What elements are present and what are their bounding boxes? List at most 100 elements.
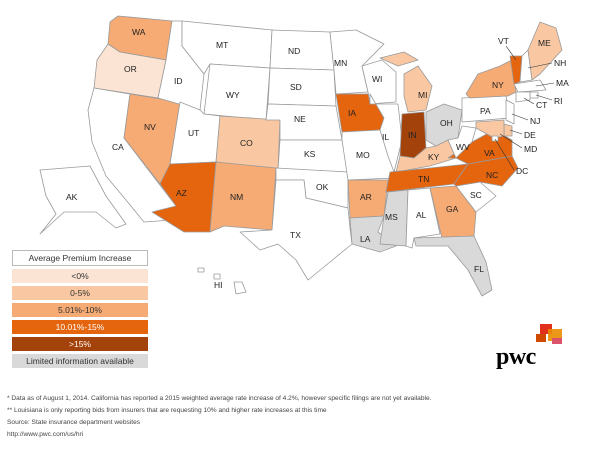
legend-title: Average Premium Increase xyxy=(12,250,148,266)
state-MI[interactable] xyxy=(379,51,433,113)
state-ND[interactable] xyxy=(269,29,335,71)
label-WA: WA xyxy=(132,27,146,37)
label-NY: NY xyxy=(492,80,504,90)
state-MS[interactable] xyxy=(379,189,409,247)
label-OR: OR xyxy=(124,64,137,74)
logo-square-1 xyxy=(540,324,552,334)
label-TN: TN xyxy=(418,174,429,184)
label-ID: ID xyxy=(174,76,183,86)
label-IL: IL xyxy=(382,132,389,142)
logo-wordmark: pwc xyxy=(496,344,536,370)
footnote-1: * Data as of August 1, 2014. California … xyxy=(7,395,432,402)
state-labels: WA OR CA NV ID MT WY UT AZ CO NM ND SD N… xyxy=(66,27,569,290)
label-TX: TX xyxy=(290,230,301,240)
label-SC: SC xyxy=(470,190,482,200)
label-OH: OH xyxy=(440,118,453,128)
label-NH: NH xyxy=(554,58,566,68)
state-NJ[interactable] xyxy=(505,99,515,125)
label-MT: MT xyxy=(216,40,228,50)
label-SD: SD xyxy=(290,82,302,92)
state-ME[interactable] xyxy=(527,21,563,81)
state-GA[interactable] xyxy=(429,185,477,239)
label-AL: AL xyxy=(416,210,427,220)
label-CA: CA xyxy=(112,142,124,152)
label-OK: OK xyxy=(316,182,329,192)
label-GA: GA xyxy=(446,204,459,214)
label-LA: LA xyxy=(360,234,371,244)
callout-line-VT xyxy=(505,45,517,61)
state-TX[interactable] xyxy=(239,179,353,281)
states-layer xyxy=(39,15,563,297)
label-UT: UT xyxy=(188,128,199,138)
label-HI: HI xyxy=(214,280,223,290)
label-NM: NM xyxy=(230,192,243,202)
legend-item-5-10: 5.01%-10% xyxy=(12,303,148,317)
callout-line-MD xyxy=(499,133,523,149)
legend: Average Premium Increase <0% 0-5% 5.01%-… xyxy=(12,250,148,371)
state-AK[interactable] xyxy=(39,165,127,235)
label-IN: IN xyxy=(408,130,417,140)
state-NY[interactable] xyxy=(465,59,517,99)
state-MD[interactable] xyxy=(475,119,505,139)
source-note: Source: State insurance department websi… xyxy=(7,419,141,426)
state-SD[interactable] xyxy=(267,67,337,107)
callout-lines xyxy=(494,45,555,171)
label-NC: NC xyxy=(486,170,498,180)
callout-line-DE xyxy=(509,129,523,135)
label-WY: WY xyxy=(226,90,240,100)
label-MN: MN xyxy=(334,58,347,68)
footnotes: * Data as of August 1, 2014. California … xyxy=(7,393,431,441)
label-KY: KY xyxy=(428,152,440,162)
state-IL[interactable] xyxy=(369,93,403,173)
footnote-2: ** Louisiana is only reporting bids from… xyxy=(7,407,327,414)
label-PA: PA xyxy=(480,106,491,116)
pwc-logo: pwc xyxy=(496,324,570,370)
state-DC[interactable] xyxy=(491,135,499,142)
state-HI[interactable] xyxy=(197,267,247,295)
label-MI: MI xyxy=(418,90,427,100)
state-WI[interactable] xyxy=(361,59,397,105)
legend-item-10-15: 10.01%-15% xyxy=(12,320,148,334)
label-WV: WV xyxy=(456,142,470,152)
callout-line-DC xyxy=(494,138,515,171)
legend-item-lt0: <0% xyxy=(12,269,148,283)
label-AR: AR xyxy=(360,192,372,202)
legend-item-0-5: 0-5% xyxy=(12,286,148,300)
label-MO: MO xyxy=(356,150,370,160)
label-ME: ME xyxy=(538,38,551,48)
callout-line-MA xyxy=(535,82,555,87)
legend-item-limited: Limited information available xyxy=(12,354,148,368)
callout-line-NJ xyxy=(511,113,529,121)
label-AZ: AZ xyxy=(176,188,187,198)
state-FL[interactable] xyxy=(413,235,493,297)
label-WI: WI xyxy=(372,74,382,84)
label-KS: KS xyxy=(304,149,316,159)
label-ND: ND xyxy=(288,46,300,56)
callout-line-NH xyxy=(527,62,553,69)
legend-item-gt15: >15% xyxy=(12,337,148,351)
label-DC: DC xyxy=(516,166,528,176)
label-RI: RI xyxy=(554,96,563,106)
label-VA: VA xyxy=(484,148,495,158)
callout-line-CT xyxy=(523,97,535,105)
us-state-map: WA OR CA NV ID MT WY UT AZ CO NM ND SD N… xyxy=(39,15,569,297)
label-FL: FL xyxy=(474,264,484,274)
label-NE: NE xyxy=(294,114,306,124)
label-MD: MD xyxy=(524,144,537,154)
label-CO: CO xyxy=(240,138,253,148)
label-NV: NV xyxy=(144,122,156,132)
callout-line-RI xyxy=(535,94,553,101)
label-IA: IA xyxy=(348,108,356,118)
label-MS: MS xyxy=(385,212,398,222)
label-VT: VT xyxy=(498,36,509,46)
label-CT: CT xyxy=(536,100,547,110)
label-AK: AK xyxy=(66,192,78,202)
logo-square-3 xyxy=(536,334,546,342)
state-MA[interactable] xyxy=(513,79,547,93)
label-DE: DE xyxy=(524,130,536,140)
label-NJ: NJ xyxy=(530,116,540,126)
logo-square-4 xyxy=(552,338,562,344)
state-NM[interactable] xyxy=(209,161,277,233)
label-MA: MA xyxy=(556,78,569,88)
source-url: http://www.pwc.com/us/hri xyxy=(7,431,84,438)
